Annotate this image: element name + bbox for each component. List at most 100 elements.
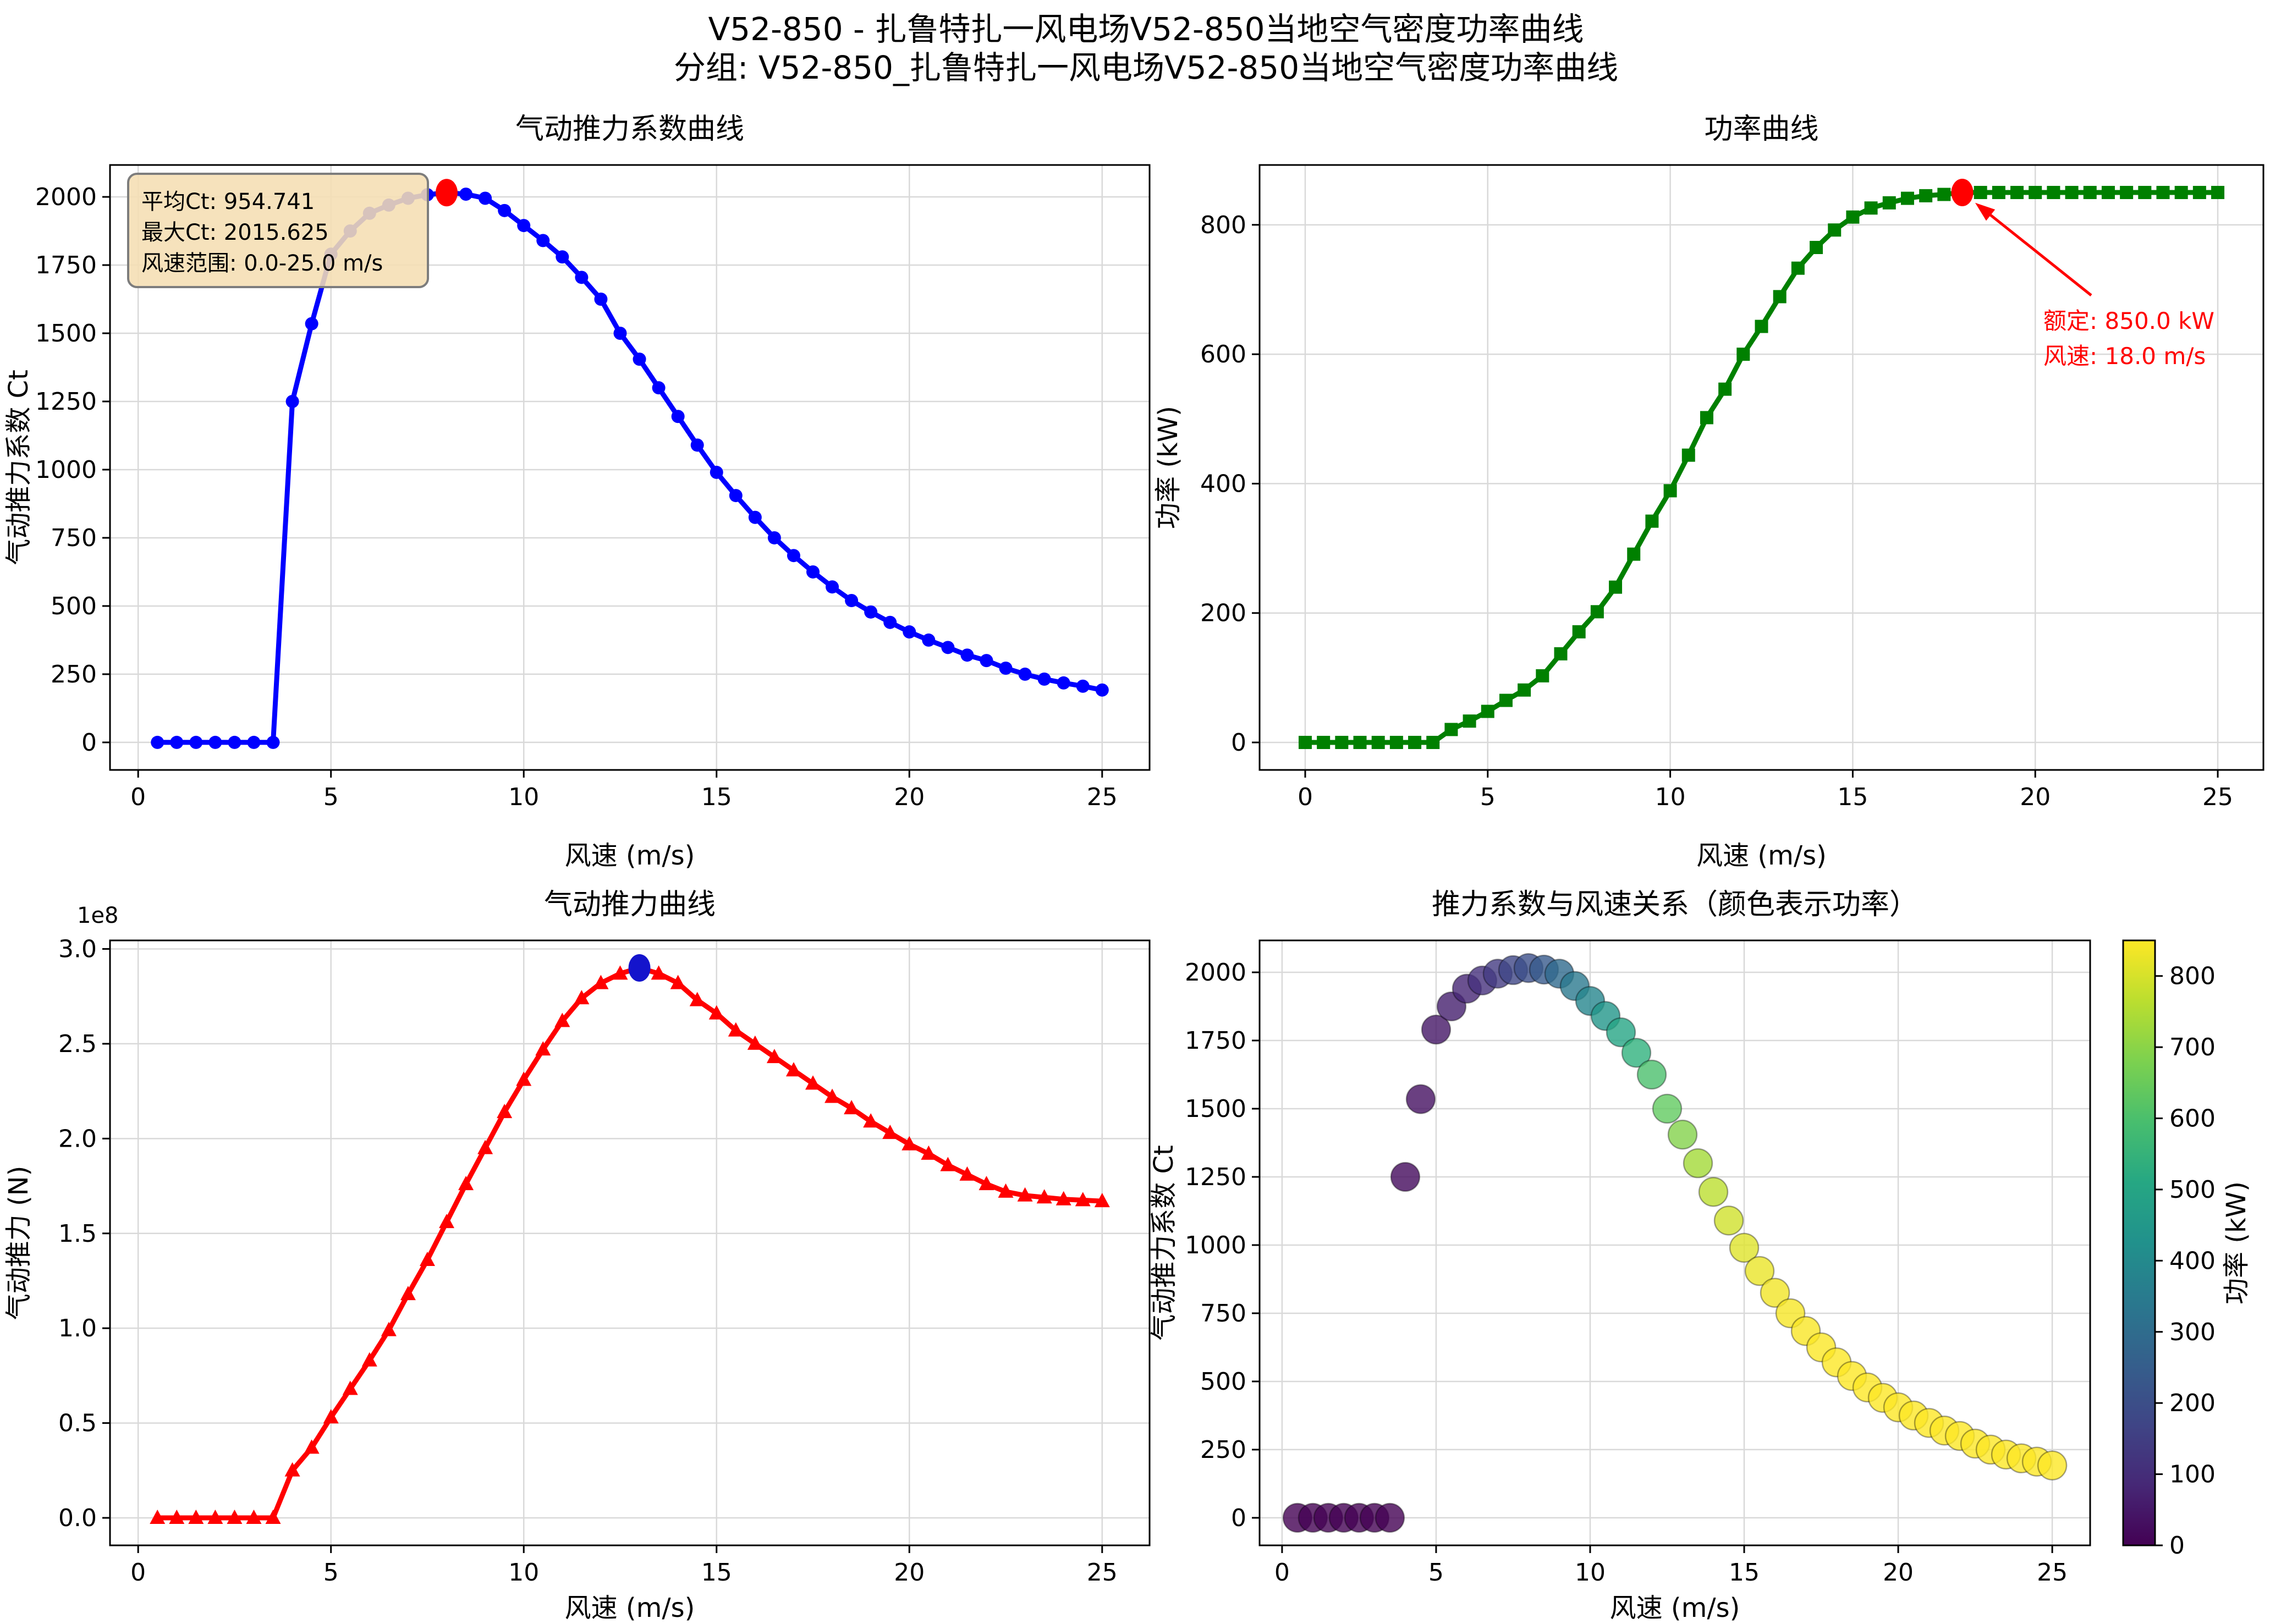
ct_power_scatter-colorbar-tick-label: 100 (2169, 1461, 2216, 1489)
ct_curve-ylabel: 气动推力系数 Ct (3, 370, 34, 565)
thrust_curve-ytick-label: 3.0 (58, 935, 97, 964)
power_curve-ytick-label: 0 (1231, 729, 1246, 757)
ct_power_scatter-ytick-label: 750 (1200, 1300, 1246, 1328)
ct_power_scatter-colorbar (2122, 939, 2156, 1546)
power_curve-xtick-label: 15 (1837, 783, 1868, 811)
power_curve-annotation-arrow (1989, 214, 2092, 296)
thrust_curve-xtick-label: 15 (701, 1559, 732, 1587)
ct_curve-peak-marker (436, 179, 458, 207)
ct_curve-xlabel: 风速 (m/s) (565, 840, 695, 871)
ct_power_scatter-ytick-label: 250 (1200, 1436, 1246, 1464)
power_curve-ytick-label: 800 (1200, 211, 1246, 239)
ct_power_scatter-spines (1258, 939, 2091, 1546)
figure-title-line1: V52-850 - 扎鲁特扎一风电场V52-850当地空气密度功率曲线 (708, 10, 1584, 48)
ct_power_scatter-xtick-label: 5 (1428, 1559, 1444, 1587)
power_curve-annotation-line: 风速: 18.0 m/s (2043, 343, 2206, 370)
power_curve-xlabel: 风速 (m/s) (1696, 840, 1827, 871)
thrust_curve-xtick-label: 10 (508, 1559, 539, 1587)
thrust_curve-ytick-label: 1.0 (58, 1314, 97, 1342)
power_curve-line (1302, 190, 2220, 745)
ct_power_scatter-ytick-label: 1750 (1185, 1027, 1246, 1055)
ct_power_scatter-ytick-label: 1250 (1185, 1163, 1246, 1191)
ct_power_scatter-colorbar-tick-label: 0 (2169, 1532, 2185, 1560)
ct_power_scatter-title: 推力系数与风速关系（颜色表示功率） (1432, 888, 1918, 921)
ct_curve-ytick-label: 500 (51, 592, 97, 620)
ct_curve-info-box (127, 173, 429, 288)
ct_curve-info-line: 最大Ct: 2015.625 (141, 220, 329, 245)
thrust_curve-xtick-label: 0 (130, 1559, 146, 1587)
thrust_curve-ylabel: 气动推力 (N) (3, 1166, 34, 1320)
chart-ct-curve: 0 5 10 15 20 25025050075010001250150017502000… (3, 113, 1151, 871)
thrust_curve-xtick-label: 25 (1087, 1559, 1118, 1587)
ct_curve-ytick-label: 1000 (35, 456, 97, 484)
thrust_curve-ytick-label: 1.5 (58, 1220, 97, 1248)
thrust_curve-peak-marker (628, 954, 651, 982)
ct_curve-xtick-label: 20 (894, 783, 925, 811)
power_curve-ytick-label: 600 (1200, 340, 1246, 368)
thrust_curve-grid (110, 940, 1150, 1545)
thrust_curve-ytick-label: 2.5 (58, 1030, 97, 1058)
ct_power_scatter-colorbar-tick-label: 600 (2169, 1105, 2216, 1133)
thrust_curve-xlabel: 风速 (m/s) (565, 1593, 695, 1623)
ct_curve-xtick-label: 15 (701, 783, 732, 811)
power_curve-ytick-label: 400 (1200, 470, 1246, 498)
power_curve-ylabel: 功率 (kW) (1153, 406, 1184, 529)
ct_power_scatter-colorbar-tick-label: 200 (2169, 1389, 2216, 1417)
ct_curve-ytick-label: 2000 (35, 183, 97, 211)
power_curve-title: 功率曲线 (1704, 113, 1818, 146)
chart-thrust-curve: 0 5 10 15 20 25 0.0 0.5 1.0 1.5 2.0 2.5 3.0 气动推力曲线风速 … (3, 888, 1151, 1623)
ct_curve-info-line: 平均Ct: 954.741 (141, 189, 315, 214)
ct_power_scatter-ylabel: 气动推力系数 Ct (1148, 1145, 1179, 1341)
ct_power_scatter-xlabel: 风速 (m/s) (1610, 1593, 1740, 1623)
ct_curve-info-line: 风速范围: 0.0-25.0 m/s (141, 251, 383, 276)
ct_power_scatter-ytick-label: 1500 (1185, 1095, 1246, 1123)
ct_curve-xtick-label: 0 (130, 783, 146, 811)
thrust_curve-ytick-label: 0.5 (58, 1410, 97, 1438)
thrust_curve-offset-label: 1e8 (77, 903, 119, 928)
ct_curve-xtick-label: 5 (323, 783, 339, 811)
power_curve-xtick-label: 0 (1298, 783, 1313, 811)
power_curve-xtick-label: 20 (2020, 783, 2051, 811)
power_curve-annotation-arrowhead (1975, 202, 1996, 221)
ct_curve-ytick-label: 1750 (35, 251, 97, 279)
ct_power_scatter-colorbar-label: 功率 (kW) (2221, 1181, 2252, 1304)
ct_power_scatter-colorbar-ticks: 0 100 200 300 400 500 600 700 800 (2155, 962, 2216, 1560)
ct_curve-ytick-label: 1250 (35, 388, 97, 416)
ct_power_scatter-points (1282, 953, 2068, 1533)
ct_power_scatter-xtick-label: 10 (1575, 1559, 1606, 1587)
ct_power_scatter-colorbar-tick-label: 500 (2169, 1176, 2216, 1204)
thrust_curve-ticks: 0 5 10 15 20 25 0.0 0.5 1.0 1.5 2.0 2.5 3.0 (58, 935, 1118, 1587)
ct_power_scatter-colorbar-tick-label: 700 (2169, 1033, 2216, 1061)
power_curve-grid (1260, 165, 2263, 770)
thrust_curve-xtick-label: 5 (323, 1559, 339, 1587)
ct_power_scatter-ytick-label: 500 (1200, 1368, 1246, 1396)
power_curve-annotation-line: 额定: 850.0 kW (2043, 307, 2214, 334)
thrust_curve-markers (150, 960, 1110, 1524)
ct_curve-xtick-label: 25 (1087, 783, 1118, 811)
ct_power_scatter-xtick-label: 20 (1883, 1559, 1914, 1587)
thrust_curve-spines (109, 939, 1151, 1546)
thrust_curve-title: 气动推力曲线 (544, 888, 716, 921)
thrust_curve-xtick-label: 20 (894, 1559, 925, 1587)
chart-ct-power-scatter: 0 5 10 15 20 25025050075010001250150017502000… (1148, 888, 2252, 1623)
power_curve-xtick-label: 25 (2202, 783, 2233, 811)
power_curve-rated-marker (1951, 179, 1974, 206)
thrust_curve-ytick-label: 2.0 (58, 1125, 97, 1153)
ct_curve-xtick-label: 10 (508, 783, 539, 811)
power_curve-xtick-label: 5 (1480, 783, 1496, 811)
power_curve-markers (1298, 186, 2225, 749)
ct_power_scatter-colorbar-tick-label: 300 (2169, 1318, 2216, 1346)
ct_power_scatter-ytick-label: 1000 (1185, 1231, 1246, 1259)
ct_curve-spines (109, 164, 1151, 771)
power_curve-xtick-label: 10 (1655, 783, 1686, 811)
thrust_curve-line (155, 965, 1105, 1521)
power_curve-ytick-label: 200 (1200, 599, 1246, 627)
ct_power_scatter-colorbar-tick-label: 800 (2169, 962, 2216, 990)
figure-title-line2: 分组: V52-850_扎鲁特扎一风电场V52-850当地空气密度功率曲线 (673, 49, 1619, 86)
power_curve-ticks: 0 5 10 15 20 25 0 200 400 600 800 (1200, 211, 2233, 811)
